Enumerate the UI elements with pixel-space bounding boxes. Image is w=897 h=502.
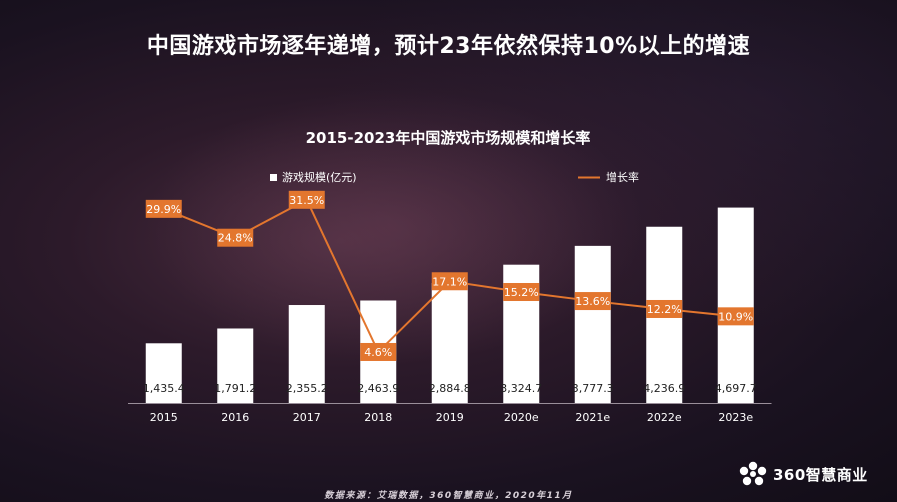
x-tick-label-2017: 2017: [293, 411, 321, 424]
legend-bar-swatch: [270, 174, 277, 181]
chart-title: 2015-2023年中国游戏市场规模和增长率: [306, 129, 591, 147]
page-headline: 中国游戏市场逐年递增，预计23年依然保持10%以上的增速: [146, 34, 751, 59]
legend-bar-label: 游戏规模(亿元): [282, 170, 357, 184]
bar-2016: [217, 328, 254, 403]
growth-label-box-2017: [288, 190, 325, 209]
growth-label-2015: 29.9%: [146, 203, 181, 216]
data-source-note: 数据来源：艾瑞数据，360智慧商业，2020年11月: [324, 491, 573, 501]
brand-name: 360智慧商业: [773, 465, 868, 484]
growth-label-box-2023e: [717, 307, 754, 326]
bar-2015: [145, 343, 182, 403]
growth-label-box-2021e: [574, 292, 611, 311]
x-tick-label-2015: 2015: [150, 411, 178, 424]
growth-label-2019: 17.1%: [432, 275, 467, 288]
growth-label-box-2018: [360, 342, 397, 361]
bar-2019: [431, 282, 468, 403]
bar-value-label-2023e: 4,697.7: [715, 382, 757, 395]
growth-label-box-2015: [145, 199, 182, 218]
x-tick-label-2022e: 2022e: [647, 411, 682, 424]
growth-label-2023e: 10.9%: [718, 310, 753, 323]
growth-label-2018: 4.6%: [364, 346, 392, 359]
bar-value-label-2015: 1,435.4: [143, 382, 185, 395]
growth-label-2021e: 13.6%: [575, 295, 610, 308]
bar-value-label-2022e: 4,236.9: [643, 382, 685, 395]
x-tick-label-2020e: 2020e: [504, 411, 539, 424]
growth-label-2022e: 12.2%: [647, 303, 682, 316]
brand-logo: 360智慧商业: [737, 460, 868, 488]
x-tick-label-2016: 2016: [221, 411, 249, 424]
legend-line-label: 增长率: [606, 170, 639, 184]
bar-value-label-2017: 2,355.2: [286, 382, 328, 395]
bar-2021e: [574, 245, 611, 403]
growth-label-2017: 31.5%: [289, 194, 324, 207]
growth-label-box-2022e: [646, 299, 683, 318]
x-tick-label-2018: 2018: [364, 411, 392, 424]
growth-label-2020e: 15.2%: [504, 286, 539, 299]
bar-value-label-2019: 2,884.8: [429, 382, 471, 395]
growth-label-box-2020e: [503, 283, 540, 302]
bar-2023e: [717, 207, 754, 403]
growth-label-box-2016: [217, 228, 254, 247]
growth-label-box-2019: [431, 272, 468, 291]
x-tick-label-2023e: 2023e: [718, 411, 753, 424]
bar-value-label-2020e: 3,324.7: [500, 382, 542, 395]
bar-value-label-2016: 1,791.2: [214, 382, 256, 395]
x-tick-label-2019: 2019: [436, 411, 464, 424]
bar-value-label-2021e: 3,777.3: [572, 382, 614, 395]
x-tick-label-2021e: 2021e: [575, 411, 610, 424]
growth-label-2016: 24.8%: [218, 232, 253, 245]
360-flower-logo-icon: [739, 461, 767, 486]
bar-2017: [288, 305, 325, 403]
bar-value-label-2018: 2,463.9: [357, 382, 399, 395]
